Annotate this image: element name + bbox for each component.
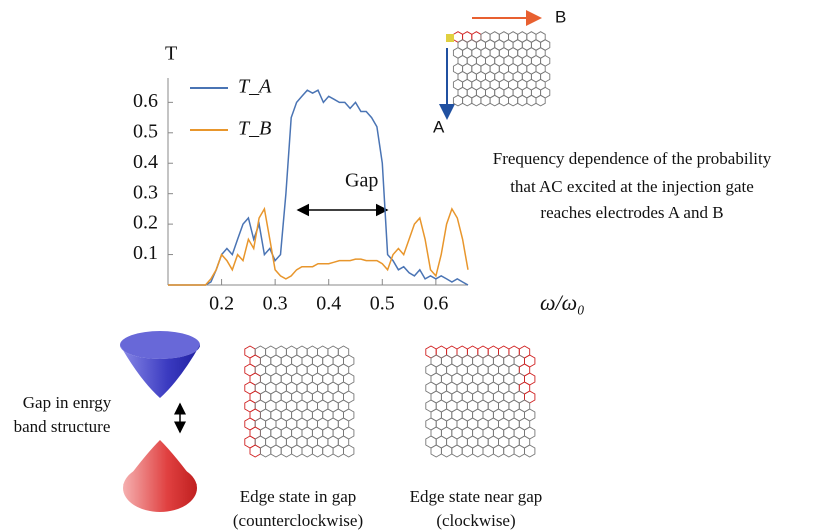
cone-top <box>120 331 200 359</box>
x-tick-label: 0.6 <box>423 293 448 315</box>
lattice-cell <box>525 445 535 457</box>
lattice-cell <box>493 445 503 457</box>
lattice-cell <box>462 445 472 457</box>
lattice-cell <box>453 95 462 106</box>
y-tick-label: 0.2 <box>133 212 158 234</box>
legend-label: T_A <box>238 76 272 98</box>
inset-label: B <box>555 7 566 26</box>
caption: (counterclockwise) <box>233 511 363 530</box>
lattice-cell <box>302 445 312 457</box>
lattice-cell <box>463 95 472 106</box>
cone-bottom <box>123 464 197 512</box>
y-tick-label: 0.1 <box>133 242 158 264</box>
y-tick-label: 0.3 <box>133 181 158 203</box>
lattice-cell <box>271 445 281 457</box>
band-label: Gap in enrgy <box>23 393 112 412</box>
lattice-cell <box>292 445 302 457</box>
x-tick-label: 0.4 <box>316 293 341 315</box>
x-tick-label: 0.5 <box>370 293 395 315</box>
lattice-cell <box>260 445 270 457</box>
figure: T ω/ω₀ Gap Frequency dependence of the p… <box>0 0 834 532</box>
y-tick-label: 0.6 <box>133 90 158 112</box>
lattice-cell <box>536 95 545 106</box>
x-label: ω/ω₀ <box>540 290 585 315</box>
x-tick-label: 0.2 <box>209 293 234 315</box>
caption: that AC excited at the injection gate <box>510 177 754 196</box>
caption: Edge state in gap <box>240 487 357 506</box>
lattice-cell <box>490 95 499 106</box>
caption: Frequency dependence of the probability <box>493 149 772 168</box>
lattice-cell <box>312 445 322 457</box>
gap-label: Gap <box>345 170 378 192</box>
caption: Edge state near gap <box>410 487 543 506</box>
lattice-cell <box>323 445 333 457</box>
lattice-cell <box>472 95 481 106</box>
lattice-cell <box>509 95 518 106</box>
lattice-cell <box>344 445 354 457</box>
injection-gate <box>446 34 454 42</box>
caption: (clockwise) <box>436 511 515 530</box>
legend-label: T_B <box>238 118 271 140</box>
band-label: band structure <box>14 417 111 436</box>
lattice-cell <box>514 445 524 457</box>
lattice-cell <box>504 445 514 457</box>
lattice-cell <box>333 445 343 457</box>
series-line <box>168 90 468 285</box>
lattice-cell <box>431 445 441 457</box>
lattice-cell <box>527 95 536 106</box>
lattice-cell <box>473 445 483 457</box>
series-line <box>168 209 468 285</box>
y-tick-label: 0.4 <box>133 151 158 173</box>
lattice-cell <box>452 445 462 457</box>
lattice-cell <box>481 95 490 106</box>
lattice-cell <box>250 445 260 457</box>
lattice-cell <box>499 95 508 106</box>
inset-label: A <box>433 117 445 136</box>
lattice-cell <box>441 445 451 457</box>
x-tick-label: 0.3 <box>263 293 288 315</box>
lattice-cell <box>281 445 291 457</box>
caption: reaches electrodes A and B <box>540 203 723 222</box>
lattice-cell <box>483 445 493 457</box>
y-tick-label: 0.5 <box>133 120 158 142</box>
y-label: T <box>165 43 177 65</box>
lattice-cell <box>518 95 527 106</box>
